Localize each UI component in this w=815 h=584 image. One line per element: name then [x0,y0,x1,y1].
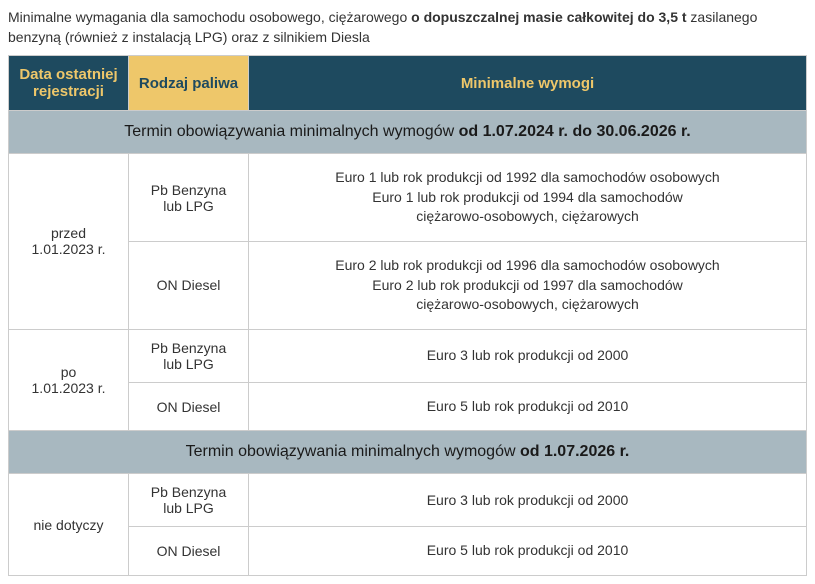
cell-requirement: Euro 5 lub rok produkcji od 2010 [249,527,807,576]
table-header-row: Data ostatniej rejestracji Rodzaj paliwa… [9,56,807,111]
section-header-bold: od 1.07.2024 r. do 30.06.2026 r. [459,123,691,140]
page-title-bold: o dopuszczalnej masie całkowitej do 3,5 … [411,9,686,25]
table-row: przed 1.01.2023 r.Pb Benzyna lub LPGEuro… [9,154,807,242]
cell-requirement: Euro 3 lub rok produkcji od 2000 [249,329,807,382]
cell-requirement: Euro 2 lub rok produkcji od 1996 dla sam… [249,241,807,329]
table-row: ON DieselEuro 2 lub rok produkcji od 199… [9,241,807,329]
cell-fuel-type: ON Diesel [129,241,249,329]
section-header-prefix: Termin obowiązywania minimalnych wymogów [124,123,458,140]
page-title: Minimalne wymagania dla samochodu osobow… [8,8,807,47]
section-header-row: Termin obowiązywania minimalnych wymogów… [9,111,807,154]
section-header-row: Termin obowiązywania minimalnych wymogów… [9,431,807,474]
cell-fuel-type: Pb Benzyna lub LPG [129,154,249,242]
cell-fuel-type: ON Diesel [129,527,249,576]
section-header: Termin obowiązywania minimalnych wymogów… [9,431,807,474]
cell-fuel-type: Pb Benzyna lub LPG [129,329,249,382]
table-body: Termin obowiązywania minimalnych wymogów… [9,111,807,576]
cell-requirement: Euro 5 lub rok produkcji od 2010 [249,382,807,431]
cell-registration-date: po 1.01.2023 r. [9,329,129,431]
col-header-requirements: Minimalne wymogi [249,56,807,111]
table-row: ON DieselEuro 5 lub rok produkcji od 201… [9,382,807,431]
section-header-prefix: Termin obowiązywania minimalnych wymogów [186,443,520,460]
cell-fuel-type: Pb Benzyna lub LPG [129,474,249,527]
col-header-date: Data ostatniej rejestracji [9,56,129,111]
section-header-bold: od 1.07.2026 r. [520,443,629,460]
cell-requirement: Euro 3 lub rok produkcji od 2000 [249,474,807,527]
page-title-prefix: Minimalne wymagania dla samochodu osobow… [8,9,411,25]
cell-requirement: Euro 1 lub rok produkcji od 1992 dla sam… [249,154,807,242]
section-header: Termin obowiązywania minimalnych wymogów… [9,111,807,154]
requirements-table: Data ostatniej rejestracji Rodzaj paliwa… [8,55,807,576]
cell-fuel-type: ON Diesel [129,382,249,431]
cell-registration-date: przed 1.01.2023 r. [9,154,129,330]
table-row: ON DieselEuro 5 lub rok produkcji od 201… [9,527,807,576]
cell-registration-date: nie dotyczy [9,474,129,576]
col-header-fuel: Rodzaj paliwa [129,56,249,111]
table-row: nie dotyczyPb Benzyna lub LPGEuro 3 lub … [9,474,807,527]
table-row: po 1.01.2023 r.Pb Benzyna lub LPGEuro 3 … [9,329,807,382]
